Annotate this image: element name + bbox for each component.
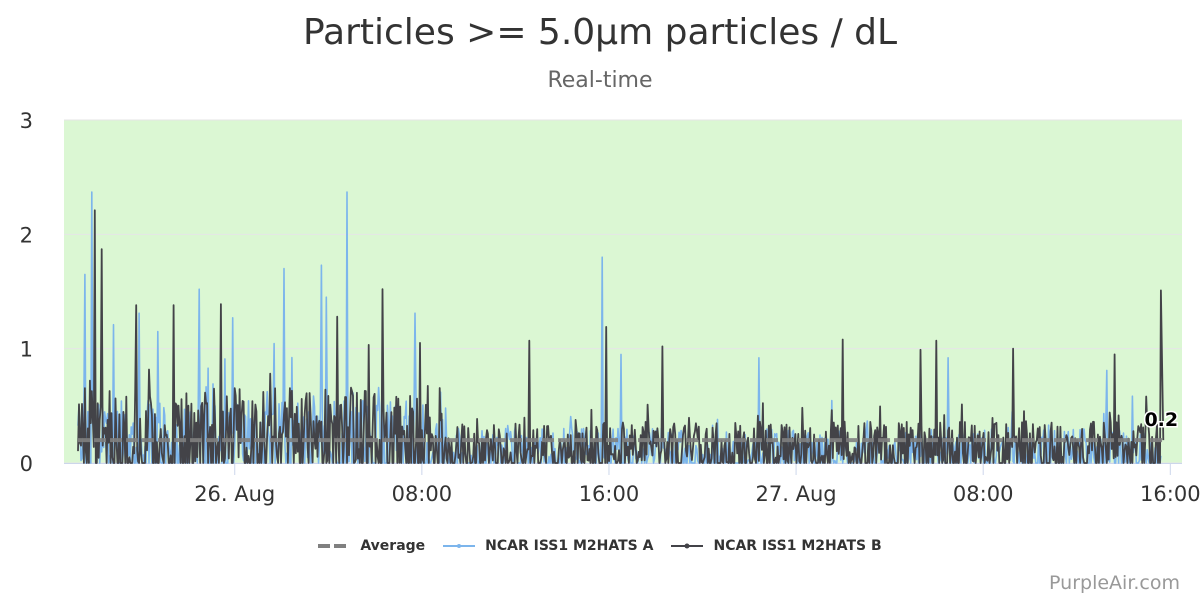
series-b-line [77, 209, 1165, 464]
series-ncar-iss1-m2hats-b [77, 209, 1165, 464]
x-tick-label-4: 08:00 [953, 482, 1014, 506]
legend-item-series-b[interactable]: NCAR ISS1 M2HATS B [671, 538, 882, 554]
x-tick-label-2: 16:00 [579, 482, 640, 506]
credit-link[interactable]: PurpleAir.com [1049, 572, 1180, 594]
legend-symbol-series-a [443, 544, 476, 548]
legend-item-series-a[interactable]: NCAR ISS1 M2HATS A [443, 538, 653, 554]
x-tick-label-5: 16:00 [1140, 482, 1200, 506]
y-tick-label-1: 1 [20, 338, 33, 362]
legend-item-average[interactable]: Average [318, 538, 425, 554]
legend-label-series-a: NCAR ISS1 M2HATS A [485, 538, 654, 554]
x-tick-label-1: 08:00 [392, 482, 453, 506]
chart-title: Particles >= 5.0µm particles / dL [302, 12, 898, 53]
x-tick-label-0: 26. Aug [194, 482, 275, 506]
y-axis: 0 1 2 3 [20, 109, 33, 476]
y-tick-label-3: 3 [20, 109, 33, 133]
x-tick-label-3: 27. Aug [756, 482, 837, 506]
legend-symbol-series-b [671, 543, 704, 549]
legend: Average NCAR ISS1 M2HATS A NCAR ISS1 M2H… [0, 538, 1200, 554]
x-axis: 26. Aug 08:00 16:00 27. Aug 08:00 16:00 [64, 463, 1200, 506]
legend-symbol-average [318, 544, 351, 548]
y-tick-label-0: 0 [20, 452, 33, 476]
chart-subtitle: Real-time [547, 68, 653, 93]
last-value-label: 0.2 [1144, 409, 1178, 431]
legend-label-average: Average [360, 538, 426, 554]
y-tick-label-2: 2 [20, 223, 33, 247]
legend-label-series-b: NCAR ISS1 M2HATS B [713, 538, 882, 554]
plot-background [64, 120, 1182, 463]
